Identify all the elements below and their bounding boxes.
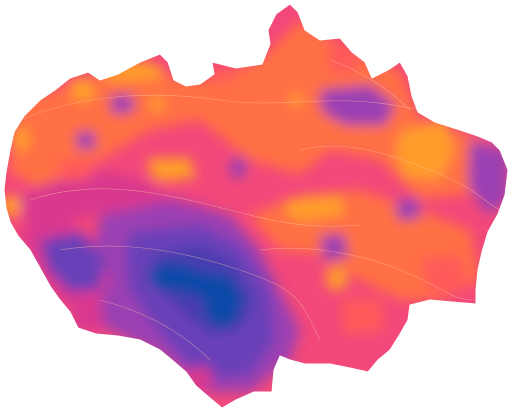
- contour-line: [99, 299, 211, 361]
- contour-line: [259, 247, 476, 301]
- orange-high-zone: [4, 196, 20, 216]
- purple-zone: [486, 145, 508, 200]
- contour-line: [19, 94, 421, 121]
- contour-line: [299, 145, 501, 211]
- contour-line: [329, 59, 411, 111]
- orange-high-zone: [148, 158, 196, 182]
- salmon-zone: [330, 40, 360, 75]
- purple-zone: [320, 85, 395, 125]
- purple-zone: [230, 158, 246, 178]
- purple-zone: [396, 198, 420, 220]
- blue-deep-zone: [148, 262, 244, 330]
- orange-high-zone: [150, 98, 165, 110]
- orange-high-zone: [70, 78, 95, 104]
- orange-high-zone: [325, 268, 348, 290]
- magenta-zone: [70, 300, 104, 332]
- orange-high-zone: [285, 195, 345, 222]
- salmon-zone: [60, 158, 92, 182]
- contour-line: [59, 245, 321, 341]
- orange-high-zone: [10, 126, 30, 152]
- purple-zone: [110, 94, 134, 114]
- purple-zone: [320, 234, 348, 260]
- land-outline: [3, 3, 509, 409]
- orange-high-zone: [395, 118, 455, 180]
- salmon-zone: [212, 66, 234, 82]
- orange-high-zone: [290, 94, 302, 106]
- contour-line: [29, 188, 361, 227]
- purple-zone: [76, 132, 96, 150]
- salmon-zone: [340, 298, 385, 335]
